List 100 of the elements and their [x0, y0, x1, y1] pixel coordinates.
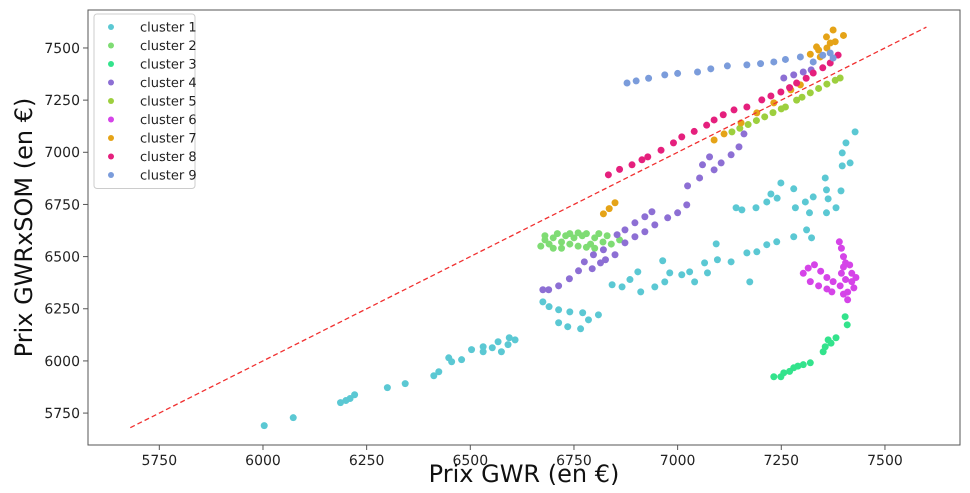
- point: [720, 130, 728, 138]
- legend-label: cluster 7: [140, 132, 197, 147]
- point: [631, 219, 638, 226]
- point: [852, 274, 860, 281]
- point: [840, 264, 847, 271]
- point: [793, 80, 800, 87]
- point: [590, 251, 597, 258]
- point: [822, 33, 830, 40]
- point: [651, 221, 658, 228]
- point: [793, 96, 800, 104]
- point: [804, 264, 812, 272]
- point: [591, 234, 598, 242]
- point: [830, 278, 837, 286]
- point: [558, 244, 566, 252]
- y-tick-label: 6750: [44, 197, 80, 214]
- point: [850, 284, 858, 292]
- point: [696, 174, 704, 182]
- y-tick-label: 6000: [44, 354, 80, 370]
- point: [826, 59, 834, 66]
- point: [777, 88, 784, 96]
- point: [595, 230, 602, 238]
- point: [612, 251, 619, 258]
- point: [664, 214, 672, 222]
- point: [823, 285, 830, 292]
- point: [836, 74, 844, 82]
- point: [574, 229, 582, 236]
- point: [836, 282, 844, 290]
- point: [780, 369, 788, 376]
- legend-label: cluster 4: [140, 76, 197, 92]
- point: [683, 201, 690, 208]
- x-tick-label: 6000: [245, 453, 281, 469]
- point: [550, 244, 557, 252]
- point: [638, 156, 646, 164]
- point: [614, 231, 621, 238]
- point: [720, 111, 727, 118]
- point: [644, 153, 652, 160]
- point: [582, 230, 590, 238]
- point: [798, 94, 806, 101]
- point: [728, 128, 736, 136]
- point: [800, 270, 807, 277]
- point: [840, 32, 847, 39]
- point: [844, 288, 852, 296]
- point: [800, 361, 807, 368]
- point: [817, 268, 824, 275]
- point: [710, 136, 718, 144]
- point: [840, 253, 847, 260]
- y-tick-label: 7500: [44, 40, 80, 57]
- point: [810, 58, 817, 66]
- point: [591, 244, 598, 252]
- point: [604, 171, 612, 178]
- point: [545, 286, 552, 294]
- point: [800, 68, 807, 76]
- point: [782, 104, 789, 111]
- point: [823, 274, 830, 281]
- point: [832, 38, 839, 46]
- point: [802, 74, 810, 82]
- point: [648, 208, 656, 216]
- y-tick-label: 6500: [44, 250, 80, 266]
- point: [830, 26, 837, 34]
- point: [599, 238, 606, 246]
- point: [624, 80, 631, 87]
- point: [703, 122, 710, 129]
- point: [810, 70, 817, 77]
- point: [758, 96, 766, 104]
- point: [810, 261, 818, 268]
- point: [838, 270, 845, 277]
- point: [819, 52, 826, 59]
- point: [770, 58, 778, 66]
- point: [844, 296, 852, 304]
- point: [844, 321, 851, 328]
- point: [740, 130, 748, 138]
- point: [621, 239, 628, 246]
- point: [769, 109, 776, 116]
- point: [707, 65, 714, 72]
- point: [834, 52, 842, 59]
- x-tick-label: 7500: [867, 453, 903, 469]
- point: [838, 244, 845, 252]
- point: [823, 44, 830, 52]
- point: [815, 84, 822, 92]
- point: [735, 143, 742, 150]
- point: [830, 54, 837, 62]
- point: [641, 213, 648, 220]
- point: [602, 256, 609, 264]
- legend-label: cluster 5: [140, 94, 197, 110]
- point: [806, 278, 814, 286]
- point: [621, 226, 628, 234]
- point: [706, 153, 714, 160]
- point: [606, 205, 613, 212]
- y-tick-label: 6250: [44, 302, 80, 318]
- point: [566, 230, 574, 238]
- point: [822, 343, 829, 350]
- point: [641, 228, 648, 236]
- point: [574, 242, 582, 250]
- point: [752, 117, 760, 124]
- point: [744, 121, 752, 128]
- point: [770, 373, 778, 380]
- point: [842, 313, 849, 320]
- point: [823, 80, 830, 88]
- point: [832, 334, 840, 342]
- point: [588, 265, 596, 272]
